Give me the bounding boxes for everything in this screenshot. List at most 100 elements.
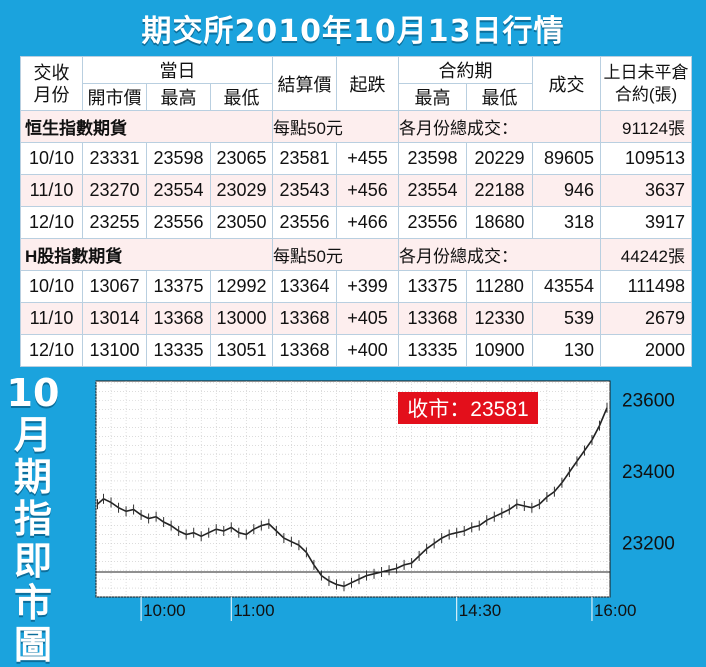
cell-high: 13335 — [146, 334, 211, 367]
total-volume-value: 44242張 — [600, 238, 693, 271]
col-header-change: 起跌 — [336, 56, 400, 111]
col-header-settle: 結算價 — [272, 56, 338, 111]
cell-change: +399 — [336, 270, 400, 303]
cell-settle: 13368 — [272, 302, 338, 335]
cell-high: 13368 — [146, 302, 211, 335]
cell-change: +455 — [336, 142, 400, 175]
chart-title-char: 市 — [13, 581, 52, 625]
cell-c-high: 13335 — [398, 334, 468, 367]
cell-open: 23270 — [82, 174, 147, 207]
chart-title-char: 指 — [13, 497, 52, 541]
cell-c-high: 13375 — [398, 270, 468, 303]
col-header-contract-low: 最低 — [466, 83, 534, 111]
cell-open: 13014 — [82, 302, 147, 335]
cell-c-low: 11280 — [466, 270, 534, 303]
close-badge: 收市：23581 — [398, 392, 538, 424]
col-header-low: 最低 — [209, 83, 274, 111]
cell-high: 13375 — [146, 270, 211, 303]
col-header-oi: 上日未平倉 合約(張) — [600, 56, 693, 111]
cell-c-high: 13368 — [398, 302, 468, 335]
chart-title-char: 期 — [13, 455, 52, 499]
cell-oi: 2679 — [600, 302, 693, 335]
cell-oi: 2000 — [600, 334, 693, 367]
cell-settle: 13368 — [272, 334, 338, 367]
cell-high: 23554 — [146, 174, 211, 207]
col-header-contract-high: 最高 — [398, 83, 468, 111]
chart-title-char: 即 — [13, 539, 52, 583]
col-header-month: 交收 月份 — [20, 56, 83, 111]
cell-volume: 539 — [532, 302, 602, 335]
cell-open: 23255 — [82, 206, 147, 239]
cell-change: +456 — [336, 174, 400, 207]
col-header-day: 當日 — [81, 56, 274, 84]
cell-low: 23065 — [209, 142, 274, 175]
cell-low: 13000 — [209, 302, 274, 335]
table-row: 10/10 23331 23598 23065 23581 +455 23598 20229 8… — [20, 142, 693, 175]
cell-c-low: 18680 — [466, 206, 534, 239]
cell-c-low: 12330 — [466, 302, 534, 335]
cell-month: 11/10 — [20, 174, 83, 207]
table-row: 11/10 13014 13368 13000 13368 +405 13368 12330 5… — [20, 302, 693, 335]
cell-month: 10/10 — [20, 142, 83, 175]
total-volume-label: 各月份總成交： — [398, 110, 602, 143]
intraday-chart: 10:00 11:00 14:30 16:00 23200 23400 23600 — [95, 380, 675, 621]
total-volume-label: 各月份總成交： — [398, 238, 602, 271]
cell-volume: 130 — [532, 334, 602, 367]
cell-oi: 3637 — [600, 174, 693, 207]
cell-low: 12992 — [209, 270, 274, 303]
page-title: 期交所2010年10月13日行情 — [141, 14, 565, 49]
x-tick-label: 16:00 — [594, 601, 637, 620]
table-row: 10/10 13067 13375 12992 13364 +399 13375 11280 4… — [20, 270, 693, 303]
cell-c-low: 20229 — [466, 142, 534, 175]
y-tick-label: 23600 — [622, 391, 675, 412]
section-name: 恒生指數期貨 — [19, 110, 274, 143]
cell-month: 11/10 — [20, 302, 83, 335]
cell-volume: 43554 — [532, 270, 602, 303]
cell-low: 13051 — [209, 334, 274, 367]
cell-settle: 23556 — [272, 206, 338, 239]
section-header-row: H股指數期貨 每點50元 各月份總成交： 44242張 — [19, 238, 693, 271]
cell-c-high: 23554 — [398, 174, 468, 207]
cell-oi: 3917 — [600, 206, 693, 239]
cell-low: 23029 — [209, 174, 274, 207]
x-tick-label: 14:30 — [459, 601, 502, 620]
col-header-volume: 成交 — [532, 56, 602, 111]
col-header-high: 最高 — [146, 83, 211, 111]
total-volume-value: 91124張 — [600, 110, 693, 143]
cell-open: 13100 — [82, 334, 147, 367]
cell-volume: 946 — [532, 174, 602, 207]
cell-oi: 111498 — [600, 270, 693, 303]
col-header-contract: 合約期 — [398, 56, 534, 84]
cell-volume: 318 — [532, 206, 602, 239]
cell-settle: 13364 — [272, 270, 338, 303]
table-row: 12/10 23255 23556 23050 23556 +466 23556 18680 3… — [20, 206, 693, 239]
x-tick-label: 11:00 — [233, 601, 274, 620]
per-point-label: 每點50元 — [272, 110, 400, 143]
cell-c-low: 10900 — [466, 334, 534, 367]
cell-open: 13067 — [82, 270, 147, 303]
x-tick-label: 10:00 — [143, 601, 186, 620]
cell-month: 12/10 — [20, 206, 83, 239]
cell-c-high: 23556 — [398, 206, 468, 239]
cell-c-high: 23598 — [398, 142, 468, 175]
col-header-open: 開市價 — [82, 83, 147, 111]
cell-change: +405 — [336, 302, 400, 335]
table-row: 11/10 23270 23554 23029 23543 +456 23554 22188 9… — [20, 174, 693, 207]
cell-change: +466 — [336, 206, 400, 239]
futures-table: 交收 月份 當日 結算價 起跌 合約期 成交 上日未平倉 合約(張) 開市價 最… — [19, 56, 693, 367]
cell-volume: 89605 — [532, 142, 602, 175]
cell-settle: 23543 — [272, 174, 338, 207]
cell-month: 10/10 — [20, 270, 83, 303]
chart-title-char: 月 — [13, 413, 52, 457]
cell-high: 23556 — [146, 206, 211, 239]
chart-title-char: 10 — [6, 371, 60, 415]
cell-settle: 23581 — [272, 142, 338, 175]
per-point-label: 每點50元 — [272, 238, 400, 271]
cell-c-low: 22188 — [466, 174, 534, 207]
futures-table-wrap: 交收 月份 當日 結算價 起跌 合約期 成交 上日未平倉 合約(張) 開市價 最… — [19, 56, 693, 367]
cell-high: 23598 — [146, 142, 211, 175]
cell-low: 23050 — [209, 206, 274, 239]
cell-month: 12/10 — [20, 334, 83, 367]
cell-open: 23331 — [82, 142, 147, 175]
section-header-row: 恒生指數期貨 每點50元 各月份總成交： 91124張 — [19, 110, 693, 143]
